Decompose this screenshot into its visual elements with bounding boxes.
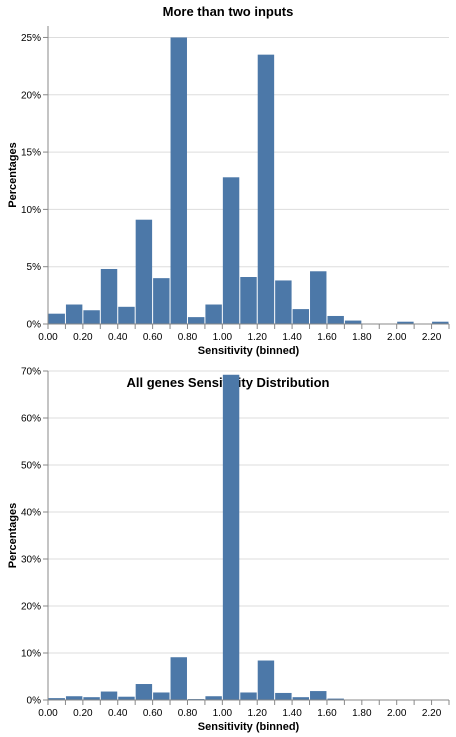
histogram-bar (310, 691, 327, 700)
x-tick-label: 1.20 (247, 332, 267, 343)
x-tick-label: 0.60 (143, 708, 163, 719)
chart-plot-area: 0% 10% 20% 30% 40% 50% 60% 70% 0.00 0.20 0.40 0.60 0… (7, 367, 450, 733)
x-tick-label: 1.00 (213, 332, 233, 343)
histogram-bar (118, 696, 135, 700)
chart-all-genes-sensitivity: All genes Sensitivity Distribution 0% 10%… (0, 367, 456, 737)
x-tick-label: 1.40 (282, 332, 302, 343)
histogram-bar (135, 219, 153, 324)
y-tick-label: 25% (21, 33, 41, 44)
x-tick-label: 2.20 (422, 708, 442, 719)
histogram-bar (135, 684, 153, 700)
histogram-bar (292, 309, 310, 324)
histogram-bar (292, 697, 310, 700)
histogram-bar (344, 320, 362, 324)
histogram-bar (205, 304, 222, 324)
histogram-bar (118, 306, 135, 324)
x-tick-label: 0.20 (73, 708, 93, 719)
histogram-bar (240, 692, 257, 700)
histogram-bar (222, 177, 240, 324)
x-tick-label: 1.20 (247, 708, 267, 719)
histogram-bar (257, 54, 275, 325)
y-tick-label: 60% (21, 414, 41, 425)
y-tick-label: 70% (21, 367, 41, 378)
histogram-bar (327, 315, 344, 324)
chart-title: More than two inputs (162, 4, 294, 19)
y-tick-label: 10% (21, 205, 41, 216)
x-axis-title: Sensitivity (binned) (198, 721, 300, 733)
chart-plot-area: 0% 5% 10% 15% 20% 25% 0.00 0.20 0.40 0.60 0.80 1.00… (7, 26, 450, 357)
x-tick-label: 0.60 (143, 332, 163, 343)
histogram-bar (275, 692, 292, 700)
histogram-bar (65, 304, 83, 324)
x-tick-label: 0.40 (108, 332, 128, 343)
y-tick-label: 50% (21, 461, 41, 472)
y-tick-label: 30% (21, 555, 41, 566)
histogram-bar (240, 277, 257, 324)
histogram-bar (222, 374, 240, 700)
y-tick-label: 40% (21, 508, 41, 519)
histogram-bar (153, 692, 170, 700)
histogram-bar (170, 657, 187, 700)
histogram-bar (327, 698, 344, 700)
x-tick-label: 2.00 (387, 708, 407, 719)
y-tick-label: 15% (21, 148, 41, 159)
x-axis-title: Sensitivity (binned) (198, 345, 300, 357)
y-axis-title: Percentages (7, 142, 19, 207)
histogram-bar (170, 37, 187, 324)
x-tick-label: 1.80 (352, 332, 372, 343)
histogram-bar (83, 310, 100, 324)
y-axis-title: Percentages (7, 503, 19, 568)
y-tick-label: 20% (21, 90, 41, 101)
y-tick-label: 0% (27, 320, 42, 331)
histogram-bar (257, 660, 275, 700)
histogram-bar (397, 321, 414, 324)
histogram-bar (432, 321, 449, 324)
chart-more-than-two-inputs: More than two inputs 0% 5% 10% 15% 20% 25% 0.0… (0, 0, 456, 357)
histogram-bar (275, 280, 292, 324)
x-tick-label: 1.60 (317, 332, 337, 343)
y-tick-label: 0% (27, 696, 42, 707)
x-tick-label: 1.80 (352, 708, 372, 719)
histogram-bar (83, 697, 100, 700)
x-tick-label: 0.20 (73, 332, 93, 343)
histogram-bar (310, 271, 327, 324)
histogram-bar (100, 691, 118, 700)
histogram-bar (187, 317, 205, 324)
x-tick-label: 0.40 (108, 708, 128, 719)
y-tick-label: 20% (21, 602, 41, 613)
histogram-bar (205, 696, 222, 700)
histogram-bar (153, 278, 170, 324)
histogram-bar (100, 268, 118, 324)
histogram-bar (65, 696, 83, 700)
x-tick-label: 0.80 (178, 708, 198, 719)
x-tick-label: 0.00 (38, 332, 58, 343)
x-tick-label: 0.80 (178, 332, 198, 343)
x-tick-label: 0.00 (38, 708, 58, 719)
x-tick-label: 1.60 (317, 708, 337, 719)
y-tick-label: 5% (27, 262, 42, 273)
x-tick-label: 2.00 (387, 332, 407, 343)
x-tick-label: 1.40 (282, 708, 302, 719)
x-tick-label: 1.00 (213, 708, 233, 719)
y-tick-label: 10% (21, 649, 41, 660)
x-tick-label: 2.20 (422, 332, 442, 343)
histogram-bar (48, 698, 65, 700)
histogram-bar (48, 313, 65, 324)
